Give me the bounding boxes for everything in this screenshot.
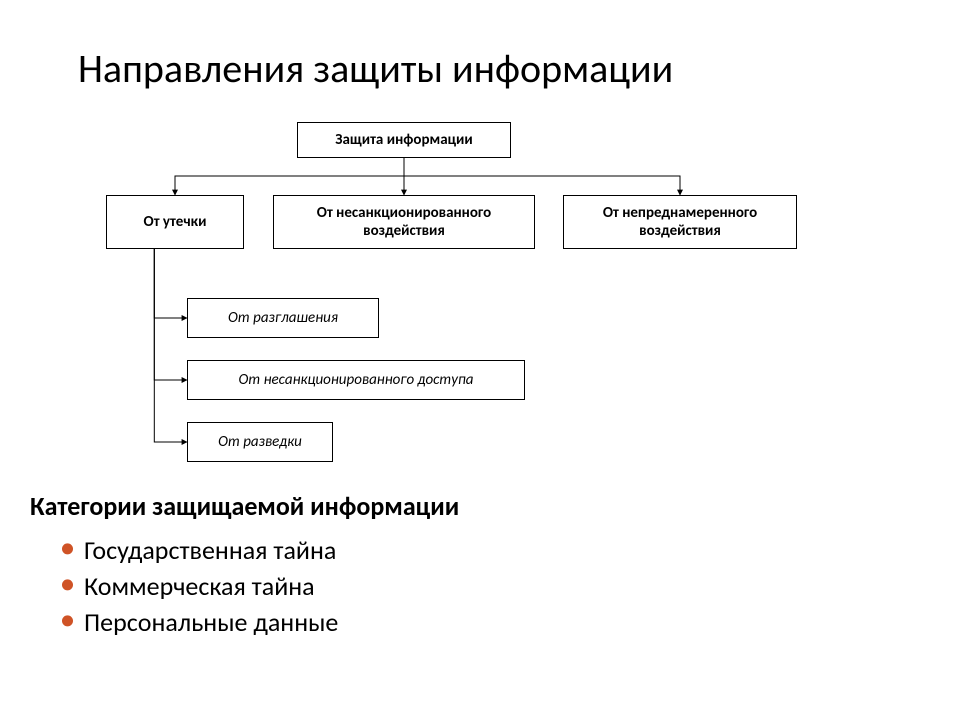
list-item: Персональные данные <box>56 604 338 640</box>
flow-node-label: От утечки <box>144 213 207 231</box>
categories-heading: Категории защищаемой информации <box>30 490 459 522</box>
flow-edge <box>154 249 187 318</box>
flow-node-s3: От разведки <box>187 422 333 462</box>
flow-node-s1: От разглашения <box>187 298 379 338</box>
flow-node-n1: От утечки <box>106 195 244 249</box>
flow-node-label: От разглашения <box>228 309 338 327</box>
flow-edge <box>175 158 404 195</box>
flow-node-label: От несанкционированного воздействия <box>282 204 526 240</box>
flow-edge <box>154 249 187 442</box>
flow-node-s2: От несанкционированного доступа <box>187 360 525 400</box>
flow-node-root: Защита информации <box>297 122 511 158</box>
categories-list: Государственная тайна Коммерческая тайна… <box>56 532 338 640</box>
flow-edge <box>404 158 680 195</box>
list-item: Коммерческая тайна <box>56 568 338 604</box>
flow-node-label: От непреднамеренного воздействия <box>572 204 788 240</box>
flow-edge <box>154 249 187 380</box>
flow-node-label: От разведки <box>218 433 302 451</box>
flow-node-n3: От непреднамеренного воздействия <box>563 195 797 249</box>
list-item: Государственная тайна <box>56 532 338 568</box>
flow-node-n2: От несанкционированного воздействия <box>273 195 535 249</box>
slide-title: Направления защиты информации <box>78 44 673 93</box>
flow-node-label: От несанкционированного доступа <box>239 371 474 389</box>
flow-node-label: Защита информации <box>335 131 472 149</box>
